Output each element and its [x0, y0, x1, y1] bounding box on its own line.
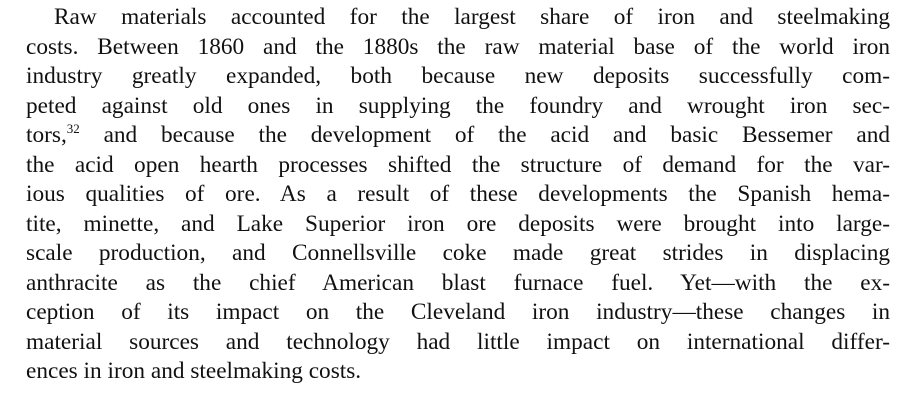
text-line: material sources and technology had litt…	[26, 328, 890, 355]
text-line: ious qualities of ore. As a result of th…	[26, 181, 890, 207]
text-line: ception of its impact on the Cleveland i…	[26, 299, 890, 325]
text-line: costs. Between 1860 and the 1880s the ra…	[26, 33, 890, 60]
text-line: Raw materials accounted for the largest …	[54, 4, 890, 30]
text-fragment: and because the development of the acid …	[79, 122, 890, 148]
text-line: the acid open hearth processes shifted t…	[26, 151, 890, 178]
footnote-marker: 32	[66, 121, 80, 136]
text-line: ences in iron and steelmaking costs.	[26, 358, 362, 384]
text-line: peted against old ones in supplying the …	[26, 92, 890, 119]
text-line-with-footnote: tors,32 and because the development of t…	[26, 121, 890, 151]
text-line: scale production, and Connellsville coke…	[26, 240, 890, 266]
text-line: tite, minette, and Lake Superior iron or…	[26, 210, 890, 237]
text-fragment: tors,	[26, 122, 67, 148]
body-paragraph: Raw materials accounted for the largest …	[26, 3, 890, 387]
text-line: anthracite as the chief American blast f…	[26, 269, 890, 296]
text-line: industry greatly expanded, both because …	[26, 63, 890, 89]
